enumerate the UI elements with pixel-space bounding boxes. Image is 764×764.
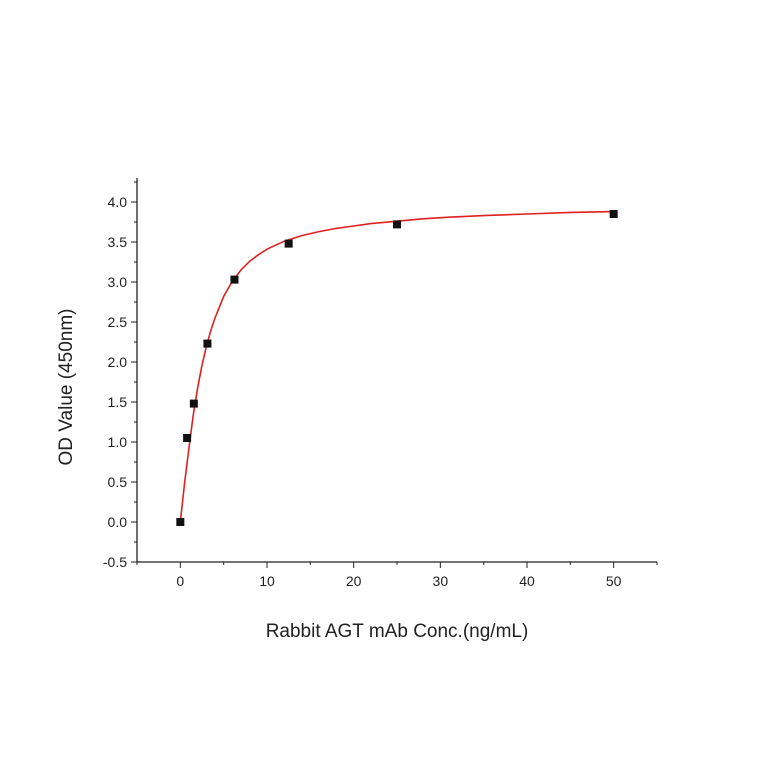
- x-tick-label: 0: [176, 573, 184, 589]
- y-tick-label: 3.0: [108, 274, 128, 290]
- data-point: [203, 339, 212, 348]
- fit-curve-group: [179, 210, 614, 523]
- y-tick-label: -0.5: [103, 554, 127, 570]
- x-tick-label: 10: [259, 573, 275, 589]
- x-tick-label: 30: [433, 573, 449, 589]
- y-tick-label: 2.5: [108, 314, 128, 330]
- data-points: [176, 210, 618, 526]
- data-point: [609, 210, 618, 218]
- fit-curve: [179, 210, 614, 523]
- y-tick-label: 0.5: [108, 474, 128, 490]
- data-point: [230, 275, 239, 284]
- y-tick-label: 1.0: [108, 434, 128, 450]
- y-axis-title: OD Value (450nm): [56, 309, 77, 466]
- x-tick-label: 20: [346, 573, 362, 589]
- y-tick-label: 4.0: [108, 194, 128, 210]
- x-axis-title: Rabbit AGT mAb Conc.(ng/mL): [266, 621, 529, 642]
- y-tick-label: 1.5: [108, 394, 128, 410]
- data-point: [393, 220, 401, 229]
- data-point: [183, 434, 192, 442]
- data-point: [284, 239, 293, 248]
- y-tick-label: 3.5: [108, 234, 128, 250]
- x-tick-label: 50: [606, 573, 622, 589]
- axes: 0 10 20 30 40 50 -0.5 0.0 0.5 1.0 1.5 2.0 2.5 3.0 3.5 4…: [103, 178, 658, 589]
- y-tick-label: 2.0: [108, 354, 128, 370]
- y-tick-label: 0.0: [108, 514, 128, 530]
- data-point: [189, 399, 198, 408]
- data-point: [176, 518, 185, 526]
- x-tick-label: 40: [519, 573, 535, 589]
